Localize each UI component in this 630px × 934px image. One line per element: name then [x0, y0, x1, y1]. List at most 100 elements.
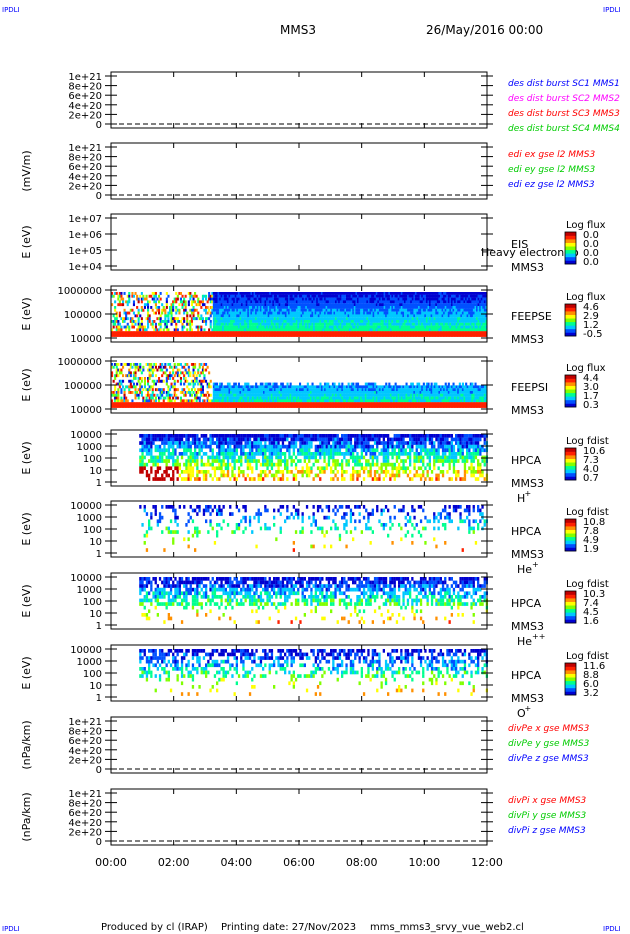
ytick-label-p6: 1: [96, 478, 102, 489]
colorbar-frame-p5: [564, 374, 577, 408]
x-tick-label: 10:00: [408, 856, 440, 869]
colorbar-cell-p6: [565, 448, 576, 452]
ytick-label-p4: 100000: [64, 310, 102, 321]
footer-script: mms_mms3_srvy_vue_web2.cl: [370, 922, 524, 933]
colorbar-tick-p9: 11.6: [583, 661, 605, 672]
colorbar-cell-p8: [565, 605, 576, 610]
colorbar-tick-p6: 10.6: [583, 446, 605, 457]
spectrogram-p6: [139, 434, 488, 481]
frame-p3: [110, 213, 488, 271]
legend-entry-p2: edi ey gse l2 MMS3: [508, 165, 595, 175]
colorbar-cell-p8: [565, 619, 576, 624]
colorbar-tick-p7: 4.9: [583, 535, 599, 546]
spacecraft-p5: MMS3: [511, 404, 544, 417]
legend-entry-p10: divPe x gse MMS3: [508, 724, 590, 734]
colorbar-tick-p4: 1.2: [583, 320, 599, 331]
colorbar-tick-p5: 3.0: [583, 382, 599, 393]
legend-entry-p10: divPe y gse MMS3: [508, 739, 590, 749]
colorbar-tick-p7: 7.8: [583, 526, 599, 537]
species-p9: O: [517, 707, 526, 720]
ylabel-p7: E (eV): [20, 512, 33, 545]
colorbar-cell-p7: [565, 526, 576, 530]
colorbar-cell-p4: [565, 325, 576, 330]
colorbar-title-p9: Log fdist: [566, 651, 609, 662]
colorbar-cell-p9: [565, 663, 576, 667]
spectrogram-p4: [111, 292, 488, 337]
colorbar-tick-p3: 0.0: [583, 239, 599, 250]
colorbar-cell-p5: [565, 392, 576, 397]
ytick-label-p1: 4e+20: [68, 101, 102, 112]
ylabel-p2: (mV/m): [20, 150, 33, 191]
ytick-label-p8: 1: [96, 621, 102, 632]
colorbar-cell-p5: [565, 385, 576, 390]
ytick-label-p11: 8e+20: [68, 799, 102, 810]
ytick-label-p1: 6e+20: [68, 91, 102, 102]
colorbar-cell-p6: [565, 451, 576, 456]
spacecraft-p3: MMS3: [511, 261, 544, 274]
colorbar-cell-p6: [565, 472, 576, 477]
colorbar-cell-p4: [565, 311, 576, 315]
corner-top-right: IPDLI: [603, 6, 621, 14]
colorbar-cell-p7: [565, 543, 576, 548]
ytick-label-p10: 6e+20: [68, 736, 102, 747]
colorbar-tick-p7: 10.8: [583, 517, 605, 528]
colorbar-cell-p8: [565, 612, 576, 617]
colorbar-tick-p3: 0.0: [583, 230, 599, 241]
legend-entry-p2: edi ex gse l2 MMS3: [508, 150, 595, 160]
colorbar-frame-p4: [564, 303, 577, 337]
spectrogram-p9: [139, 649, 488, 696]
colorbar-cell-p4: [565, 314, 576, 319]
corner-bottom-left: IPDLI: [2, 925, 20, 933]
frame-p1: [110, 71, 488, 129]
ytick-label-p2: 4e+20: [68, 172, 102, 183]
ytick-label-p7: 10000: [70, 501, 102, 512]
x-tick-label: 06:00: [283, 856, 315, 869]
ytick-label-p10: 8e+20: [68, 727, 102, 738]
frame-p11: [110, 788, 488, 846]
legend-entry-p1: des dist burst SC1 MMS1: [508, 79, 620, 89]
colorbar-title-p8: Log fdist: [566, 579, 609, 590]
charge-p9: +: [525, 704, 532, 713]
colorbar-cell-p3: [565, 260, 576, 265]
colorbar-frame-p6: [564, 447, 577, 481]
ytick-label-p3: 1e+07: [68, 214, 102, 225]
colorbar-cell-p5: [565, 399, 576, 404]
colorbar-frame-p7: [564, 518, 577, 552]
colorbar-cell-p7: [565, 540, 576, 545]
colorbar-tick-p9: 3.2: [583, 688, 599, 699]
ytick-label-p9: 10000: [70, 645, 102, 656]
ytick-label-p9: 100: [83, 669, 102, 680]
ytick-label-p9: 1: [96, 693, 102, 704]
ytick-label-p3: 1e+04: [68, 262, 102, 273]
ytick-label-p5: 100000: [64, 381, 102, 392]
species-p7: He: [517, 563, 532, 576]
spacecraft-p6: MMS3: [511, 477, 544, 490]
ytick-label-p6: 10: [89, 466, 102, 477]
colorbar-cell-p9: [565, 680, 576, 685]
ytick-label-p11: 4e+20: [68, 818, 102, 829]
instrument-p4: FEEPSE: [511, 310, 552, 323]
ytick-label-p1: 0: [96, 120, 102, 131]
colorbar-cell-p8: [565, 591, 576, 595]
legend-entry-p1: des dist burst SC2 MMS2: [508, 94, 620, 104]
colorbar-cell-p7: [565, 533, 576, 538]
ytick-label-p8: 10: [89, 609, 102, 620]
frame-p2: [110, 142, 488, 200]
colorbar-tick-p4: 4.6: [583, 302, 599, 313]
ytick-label-p2: 2e+20: [68, 181, 102, 192]
ytick-label-p7: 100: [83, 525, 102, 536]
colorbar-cell-p4: [565, 332, 576, 337]
ytick-label-p1: 1e+21: [68, 72, 102, 83]
spectrogram-p5: [111, 363, 488, 408]
colorbar-tick-p8: 10.3: [583, 589, 605, 600]
colorbar-cell-p7: [565, 529, 576, 534]
spacecraft-p8: MMS3: [511, 620, 544, 633]
ytick-label-p1: 2e+20: [68, 110, 102, 121]
colorbar-cell-p4: [565, 307, 576, 312]
colorbar-title-p5: Log flux: [566, 363, 606, 374]
ytick-label-p3: 1e+06: [68, 230, 102, 241]
